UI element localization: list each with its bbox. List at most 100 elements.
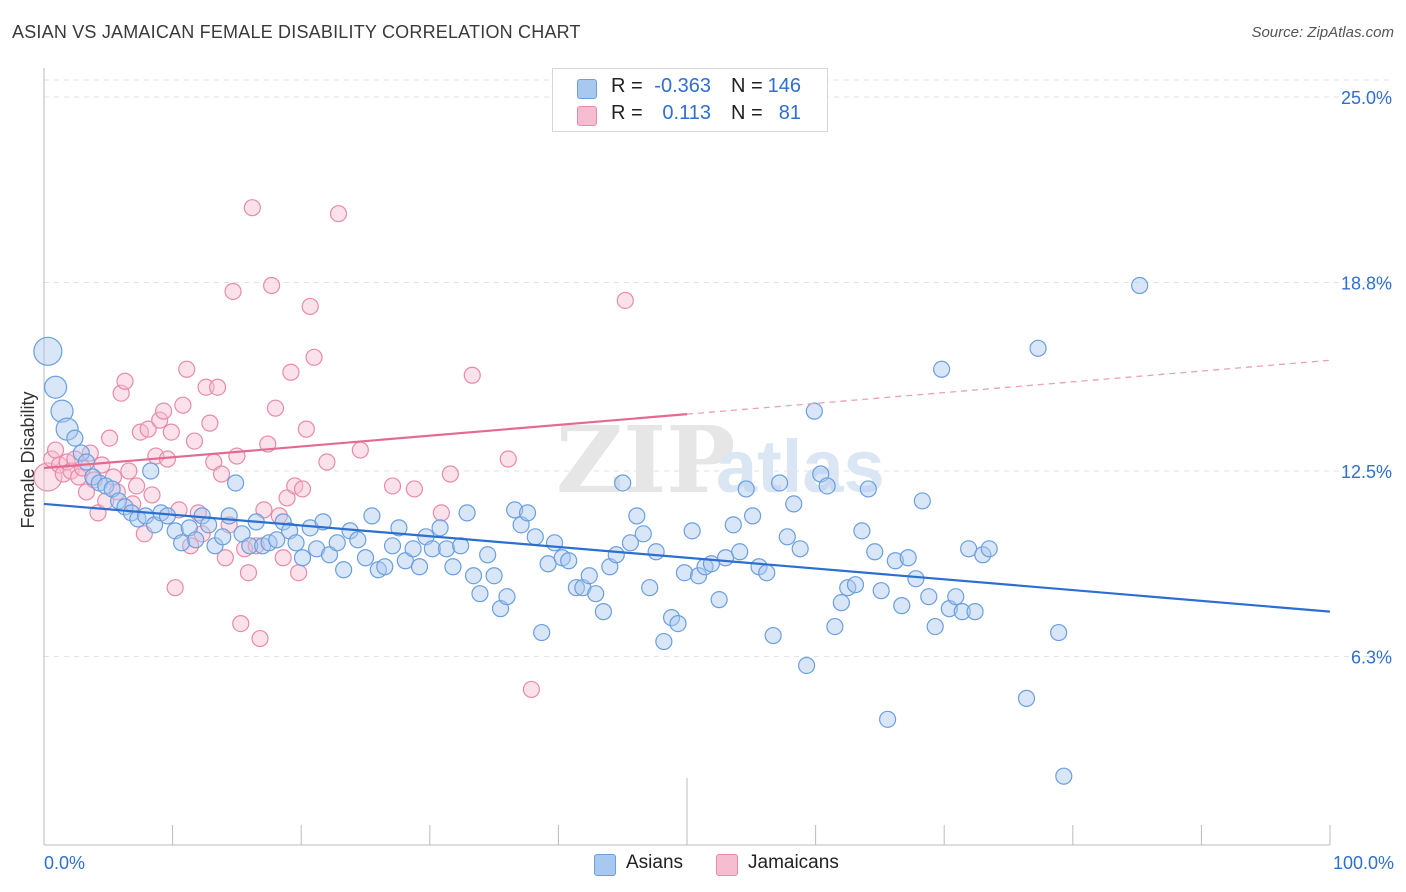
asian-point [458,504,476,522]
asian-point [545,534,564,552]
watermark-atlas: atlas [716,425,885,508]
asian-point [662,609,681,627]
y-tick-label: 25.0% [1341,88,1392,108]
asian-point [72,444,90,462]
asian-point [287,534,305,552]
r-label: R = [611,102,643,124]
asian-point [859,480,877,498]
asian-point [66,429,84,447]
chart-title: ASIAN VS JAMAICAN FEMALE DISABILITY CORR… [12,22,581,42]
jamaican-point [33,462,63,492]
asian-point [485,567,503,585]
asian-point [826,617,844,636]
jamaican-point [266,399,285,417]
jamaican-point [274,549,292,567]
r-value: 0.113 [662,102,711,124]
r-value: -0.363 [654,75,711,97]
jamaican-point [232,614,250,633]
asian-point [404,540,422,558]
jamaican-point [297,420,315,438]
asian-point [628,507,646,525]
jamaican-point [255,501,273,519]
jamaican-point [616,291,634,310]
asian-point [33,336,63,366]
asian-point [899,549,917,567]
jamaican-point [351,441,369,459]
jamaican-point [139,420,157,438]
asian-point [1055,767,1073,785]
asian-point [533,623,551,642]
jamaican-point [81,444,99,462]
asian-point [805,402,823,420]
asian-point [731,543,749,561]
legend-label: Jamaicans [748,852,839,873]
asian-point [233,525,251,543]
asian-point [214,528,232,546]
asian-point [689,567,708,585]
asian-point [785,495,803,513]
jamaican-point [201,414,219,432]
asian-point [363,507,381,525]
asian-point [614,474,632,492]
asian-point [479,546,497,564]
asian-point [669,614,687,633]
asian-point [683,522,701,540]
jamaican-point [247,537,265,555]
asian-point [349,531,367,549]
asian-point [220,507,238,525]
watermark-zip: ZIP [556,406,735,514]
jamaican-point [251,629,269,648]
jamaican-point [239,564,258,582]
asian-point [142,462,160,480]
asian-point [227,474,245,492]
asian-point [328,534,346,552]
asian-point [710,591,728,609]
asian-point [383,537,402,555]
asian-point [580,567,598,585]
asian-point [1050,623,1068,642]
asian-point [444,558,462,576]
jamaican-point [282,363,300,381]
y-tick-label: 12.5% [1341,462,1392,482]
jamaicans-legend-swatch [716,854,738,876]
jamaican-point [178,360,196,378]
jamaicans-swatch [577,106,597,126]
jamaican-point [522,680,540,699]
asian-point [274,513,292,531]
asian-point [879,710,897,728]
asian-point [43,375,68,399]
asian-point [853,522,871,540]
asian-point [1131,276,1149,295]
jamaican-point [209,378,227,396]
jamaican-point [329,205,348,223]
jamaican-point [290,564,308,582]
source-label: Source: ZipAtlas.com [1251,24,1394,41]
n-label: N = [731,102,763,124]
asian-point [437,540,456,558]
n-value: 81 [778,102,801,124]
jamaican-point [162,423,180,441]
asian-point [764,626,782,645]
asian-point [567,579,586,597]
asian-point [953,603,971,621]
asian-point [770,474,789,492]
y-axis-label: Female Disability [18,391,38,528]
jamaican-trend-line [43,413,688,470]
jamaican-point [293,480,312,498]
asian-point [320,546,339,564]
jamaican-point [216,549,234,567]
asian-point [655,632,673,651]
jamaican-point [212,465,231,483]
jamaican-point [243,199,261,217]
asian-point [109,492,128,510]
jamaican-point [143,486,161,504]
asian-point [797,656,816,675]
asian-point [594,603,613,621]
asian-point [832,594,850,612]
asian-point [980,540,998,558]
stats-legend: R = -0.363 N = 146 R = 0.113 N = 81 [552,68,828,132]
jamaican-point [463,366,481,384]
asians-legend-swatch [594,854,616,876]
